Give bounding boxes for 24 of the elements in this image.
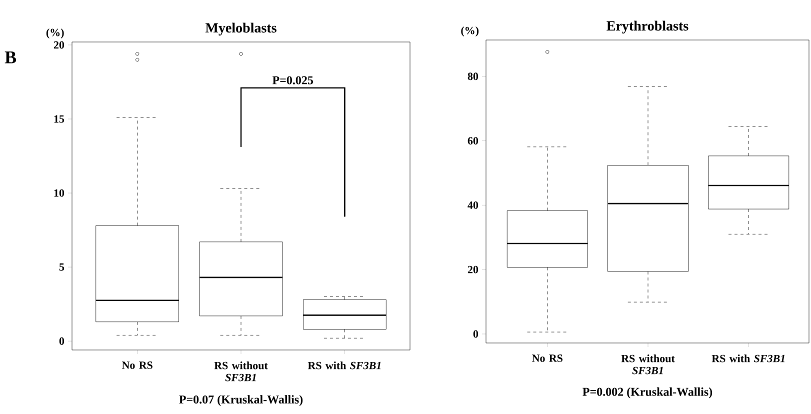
y-tick-label: 15	[54, 115, 64, 123]
y-tick-label: 10	[54, 189, 64, 197]
x-tick-label: No RS	[532, 354, 562, 362]
text: P=0.07 (Kruskal-Wallis)	[179, 395, 303, 406]
y-tick-label: 60	[468, 137, 478, 144]
y-tick-label: 0	[59, 337, 64, 345]
text: P=0.002 (Kruskal-Wallis)	[582, 387, 712, 398]
y-tick-label: 40	[468, 201, 478, 209]
y-tick-label: 80	[468, 72, 478, 80]
y-tick-label: 20	[54, 41, 64, 49]
y-tick-label: 0	[473, 330, 478, 338]
x-tick-label: No RS	[122, 362, 152, 369]
chart-title: Myeloblasts	[205, 22, 276, 36]
y-axis-title: (%)	[46, 28, 64, 38]
x-tick-label: RS with SF3B1	[712, 354, 784, 362]
x-tick-label: RS without SF3B1	[621, 354, 675, 374]
chart-title: Erythroblasts	[606, 20, 688, 34]
y-tick-label: 20	[468, 266, 478, 274]
y-axis-title: (%)	[461, 26, 479, 36]
text: B	[4, 51, 16, 64]
annotation: P=0.025	[272, 76, 313, 84]
x-tick-label: RS without SF3B1	[214, 362, 268, 382]
y-tick-label: 5	[59, 263, 64, 271]
x-tick-label: RS with SF3B1	[308, 362, 381, 370]
